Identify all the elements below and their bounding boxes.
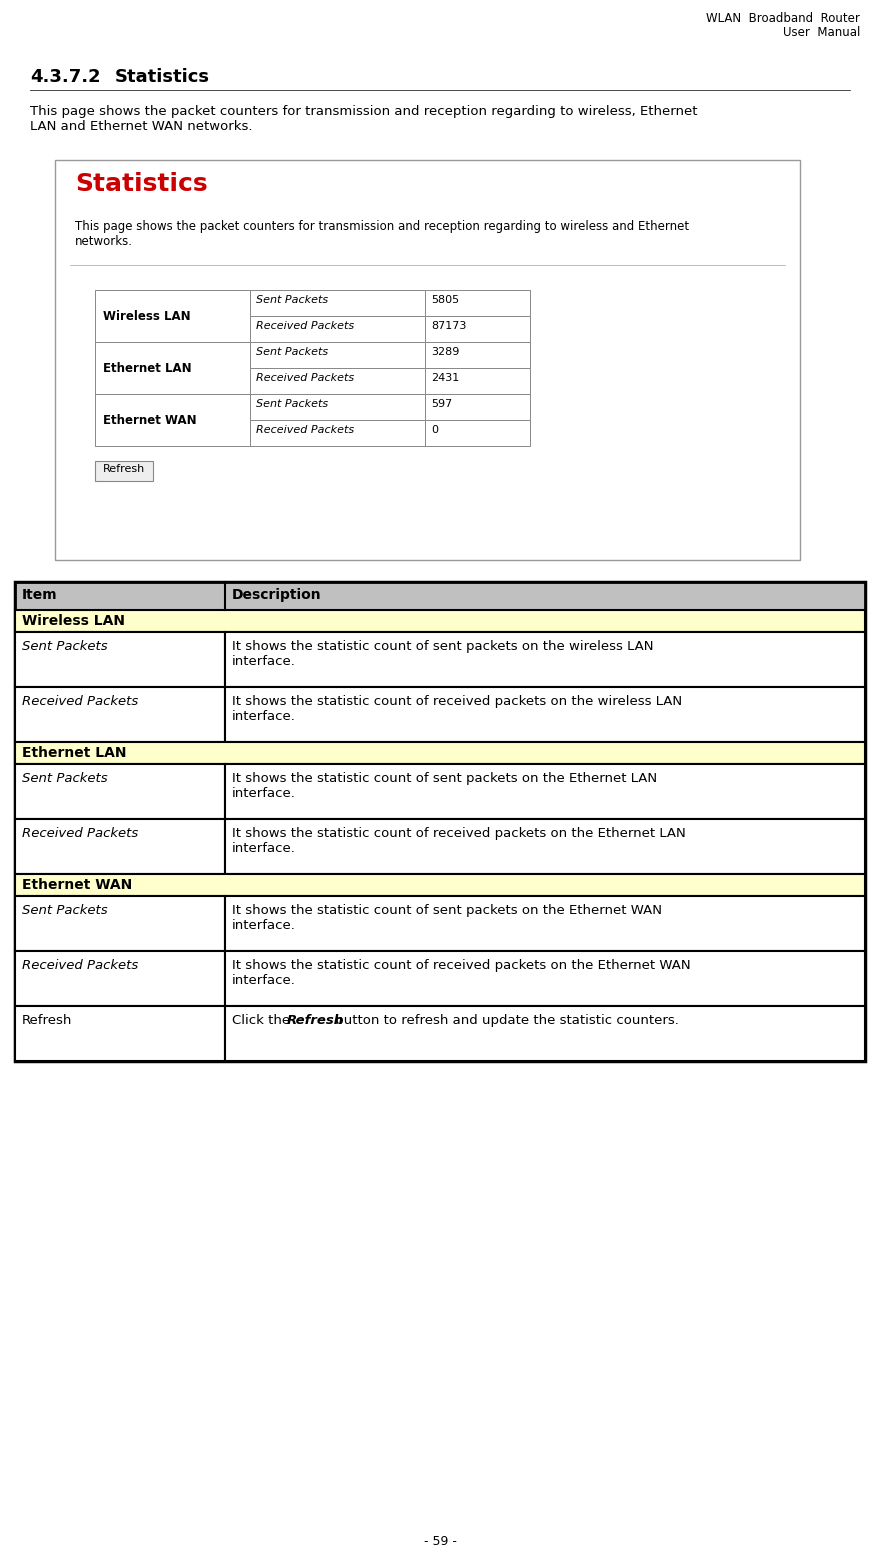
Bar	[225, 632, 865, 686]
Text: 3289: 3289	[431, 346, 459, 357]
Bar	[15, 582, 865, 610]
Text: 2431: 2431	[431, 373, 459, 384]
Text: Received Packets: Received Packets	[22, 960, 138, 972]
Text: Sent Packets: Sent Packets	[256, 295, 328, 304]
Text: This page shows the packet counters for transmission and reception regarding to : This page shows the packet counters for …	[75, 221, 689, 248]
Text: 597: 597	[431, 399, 452, 408]
Text: Refresh: Refresh	[22, 1014, 72, 1027]
Bar	[225, 1006, 865, 1061]
Bar	[95, 461, 153, 481]
Bar	[425, 419, 530, 446]
Text: Ethernet WAN: Ethernet WAN	[22, 877, 132, 891]
Text: 5805: 5805	[431, 295, 459, 304]
Text: Sent Packets: Sent Packets	[22, 640, 107, 652]
Text: Received Packets: Received Packets	[256, 321, 354, 331]
Text: Received Packets: Received Packets	[22, 696, 138, 708]
Bar	[250, 290, 425, 315]
Text: Ethernet LAN: Ethernet LAN	[22, 745, 127, 759]
Text: Received Packets: Received Packets	[22, 828, 138, 840]
Text: Sent Packets: Sent Packets	[256, 346, 328, 357]
Bar	[55, 160, 800, 561]
Text: 87173: 87173	[431, 321, 466, 331]
Bar	[425, 342, 530, 368]
Text: - 59 -: - 59 -	[423, 1534, 457, 1548]
Bar	[250, 394, 425, 419]
Text: Received Packets: Received Packets	[256, 373, 354, 384]
Text: Ethernet LAN: Ethernet LAN	[103, 362, 192, 374]
Text: It shows the statistic count of sent packets on the Ethernet WAN
interface.: It shows the statistic count of sent pac…	[232, 904, 662, 932]
Bar	[15, 1006, 225, 1061]
Text: Wireless LAN: Wireless LAN	[103, 311, 191, 323]
Bar	[15, 896, 225, 950]
Bar	[15, 582, 865, 1061]
Bar	[15, 874, 865, 896]
Text: Description: Description	[232, 589, 321, 603]
Text: 4.3.7.2: 4.3.7.2	[30, 68, 100, 85]
Bar	[15, 632, 225, 686]
Text: Statistics: Statistics	[115, 68, 210, 85]
Bar	[250, 368, 425, 394]
Text: Sent Packets: Sent Packets	[22, 772, 107, 784]
Bar	[15, 686, 225, 742]
Text: Refresh: Refresh	[103, 464, 145, 474]
Text: Item: Item	[22, 589, 57, 603]
Bar	[15, 764, 225, 818]
Bar	[15, 742, 865, 764]
Bar	[15, 818, 225, 874]
Bar	[425, 394, 530, 419]
Bar	[15, 610, 865, 632]
Bar	[225, 818, 865, 874]
Text: Ethernet WAN: Ethernet WAN	[103, 415, 196, 427]
Text: It shows the statistic count of received packets on the wireless LAN
interface.: It shows the statistic count of received…	[232, 696, 682, 724]
Text: Click the: Click the	[232, 1014, 295, 1027]
Bar	[425, 290, 530, 315]
Text: It shows the statistic count of sent packets on the Ethernet LAN
interface.: It shows the statistic count of sent pac…	[232, 772, 657, 800]
Text: Statistics: Statistics	[75, 172, 208, 196]
Bar	[250, 419, 425, 446]
Text: User  Manual: User Manual	[782, 26, 860, 39]
Text: Sent Packets: Sent Packets	[256, 399, 328, 408]
Text: Wireless LAN: Wireless LAN	[22, 613, 125, 627]
Bar	[250, 342, 425, 368]
Bar	[250, 315, 425, 342]
Bar	[95, 290, 250, 342]
Text: WLAN  Broadband  Router: WLAN Broadband Router	[706, 12, 860, 25]
Bar	[225, 764, 865, 818]
Bar	[225, 686, 865, 742]
Text: It shows the statistic count of sent packets on the wireless LAN
interface.: It shows the statistic count of sent pac…	[232, 640, 654, 668]
Text: Sent Packets: Sent Packets	[22, 904, 107, 916]
Bar	[425, 315, 530, 342]
Bar	[95, 342, 250, 394]
Text: This page shows the packet counters for transmission and reception regarding to : This page shows the packet counters for …	[30, 106, 698, 134]
Text: It shows the statistic count of received packets on the Ethernet WAN
interface.: It shows the statistic count of received…	[232, 960, 691, 988]
Bar	[95, 394, 250, 446]
Text: button to refresh and update the statistic counters.: button to refresh and update the statist…	[331, 1014, 679, 1027]
Text: Refresh: Refresh	[287, 1014, 344, 1027]
Text: Received Packets: Received Packets	[256, 426, 354, 435]
Bar	[225, 950, 865, 1006]
Bar	[15, 950, 225, 1006]
Bar	[425, 368, 530, 394]
Text: It shows the statistic count of received packets on the Ethernet LAN
interface.: It shows the statistic count of received…	[232, 828, 686, 856]
Bar	[225, 896, 865, 950]
Text: 0: 0	[431, 426, 438, 435]
